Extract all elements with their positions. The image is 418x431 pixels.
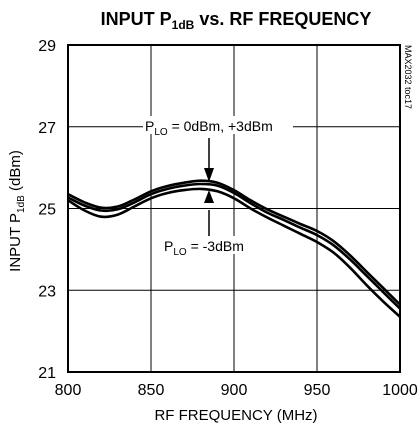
x-tick-label-3: 950 [304,382,331,399]
annotation-background-lower [162,236,257,254]
series-line-2 [67,187,401,318]
annotation-arrowhead-upper [204,168,214,182]
annotation-background-upper [143,116,293,134]
x-tick-labels: 800 850 900 950 1000 [55,382,418,399]
plot-frame [67,44,401,373]
series-line-1 [67,182,401,310]
annotation-label-lower: PLO = -3dBm [164,238,244,258]
series-line-0 [67,179,401,306]
y-tick-label-2: 25 [38,202,56,219]
annotation-arrowhead-lower [204,190,214,203]
series-group [67,179,401,318]
chart-title: INPUT P1dB vs. RF FREQUENCY [101,9,372,32]
x-tick-label-4: 1000 [382,382,418,399]
y-tick-label-1: 23 [38,283,56,300]
y-tick-label-3: 27 [38,120,56,137]
x-tick-label-1: 850 [138,382,165,399]
y-tick-label-0: 21 [38,365,56,382]
y-tick-label-4: 29 [38,38,56,55]
x-tick-label-0: 800 [55,382,82,399]
x-axis-label: RF FREQUENCY (MHz) [154,407,317,424]
part-code: MAX2032 toc17 [403,45,413,109]
x-tick-label-2: 900 [221,382,248,399]
y-tick-labels: 21 23 25 27 29 [38,38,56,382]
annotation-label-upper: PLO = 0dBm, +3dBm [145,118,273,138]
y-axis-label: INPUT P1dB (dBm) [7,150,27,272]
